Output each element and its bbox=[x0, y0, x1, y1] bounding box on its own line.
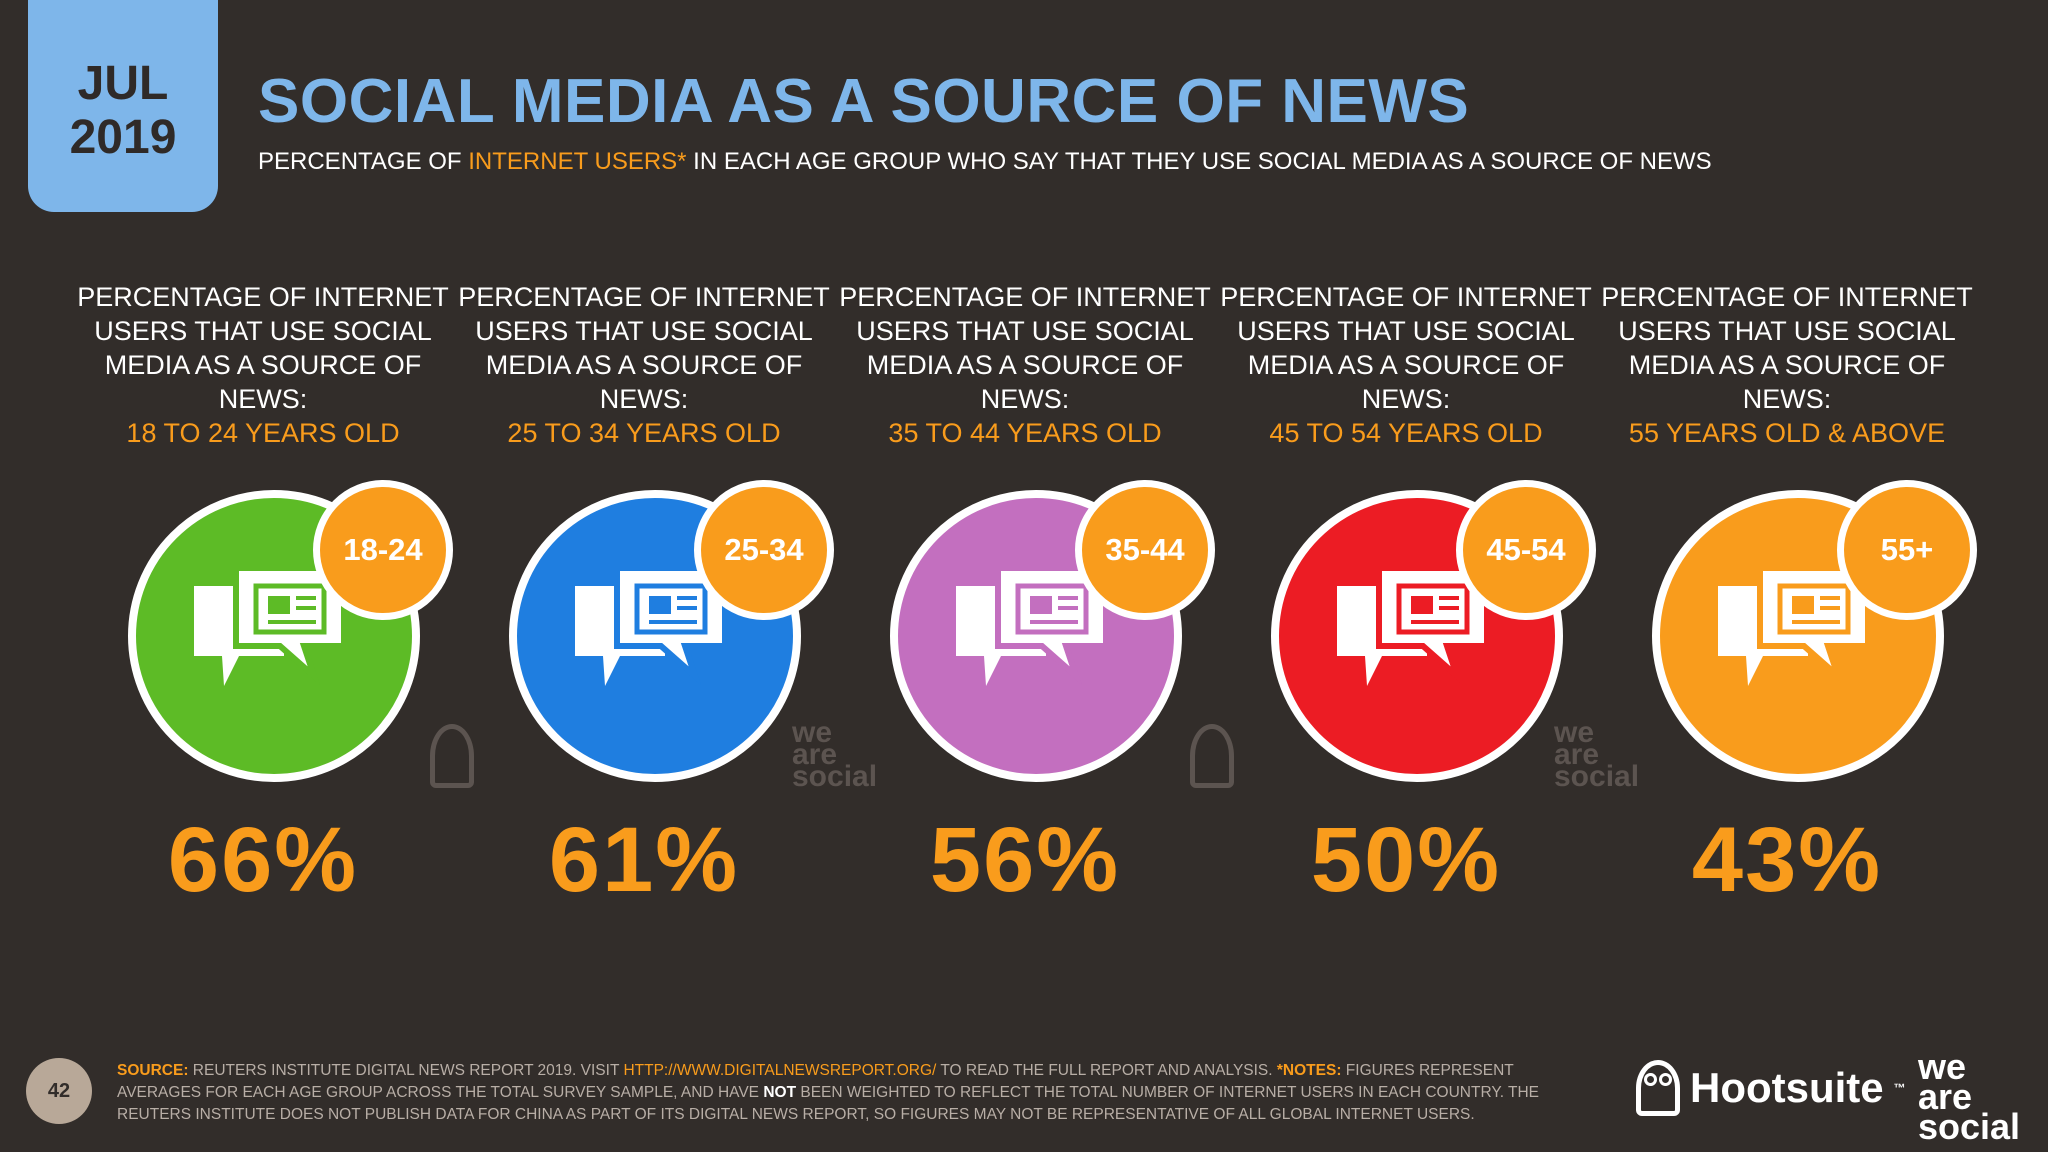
date-month: JUL bbox=[77, 57, 169, 110]
hootsuite-owl-watermark bbox=[430, 724, 474, 788]
group-label-text: PERCENTAGE OF INTERNET USERS THAT USE SO… bbox=[839, 282, 1211, 414]
group-percentage: 50% bbox=[1310, 809, 1502, 911]
report-link[interactable]: HTTP://WWW.DIGITALNEWSREPORT.ORG/ bbox=[623, 1062, 937, 1079]
group-label: PERCENTAGE OF INTERNET USERS THAT USE SO… bbox=[1216, 280, 1596, 450]
age-badge: 55+ bbox=[1837, 480, 1977, 620]
group-percentage: 66% bbox=[167, 809, 359, 911]
group-age-text: 55 YEARS OLD & ABOVE bbox=[1628, 418, 1946, 448]
we-are-social-watermark: we are social bbox=[1554, 716, 1640, 793]
age-group-55-plus: PERCENTAGE OF INTERNET USERS THAT USE SO… bbox=[1597, 280, 1977, 920]
group-label: PERCENTAGE OF INTERNET USERS THAT USE SO… bbox=[835, 280, 1215, 450]
subtitle-post: IN EACH AGE GROUP WHO SAY THAT THEY USE … bbox=[686, 148, 1712, 175]
age-group-35-44: PERCENTAGE OF INTERNET USERS THAT USE SO… bbox=[835, 280, 1215, 920]
group-age-text: 25 TO 34 YEARS OLD bbox=[507, 418, 781, 448]
subtitle-highlight: INTERNET USERS* bbox=[468, 148, 687, 175]
age-badge: 35-44 bbox=[1075, 480, 1215, 620]
page-number: 42 bbox=[26, 1058, 92, 1124]
group-age-text: 45 TO 54 YEARS OLD bbox=[1269, 418, 1543, 448]
group-label-text: PERCENTAGE OF INTERNET USERS THAT USE SO… bbox=[458, 282, 830, 414]
date-tab: JUL 2019 bbox=[28, 0, 218, 212]
age-group-45-54: PERCENTAGE OF INTERNET USERS THAT USE SO… bbox=[1216, 280, 1596, 920]
news-chat-icon bbox=[194, 565, 347, 686]
date-year: 2019 bbox=[69, 111, 177, 164]
we-are-social-logo: we are social bbox=[1918, 1046, 2021, 1147]
we-are-social-watermark: we are social bbox=[792, 716, 878, 793]
group-age-text: 18 TO 24 YEARS OLD bbox=[126, 418, 400, 448]
age-group-25-34: PERCENTAGE OF INTERNET USERS THAT USE SO… bbox=[454, 280, 834, 920]
group-label-text: PERCENTAGE OF INTERNET USERS THAT USE SO… bbox=[1601, 282, 1973, 414]
owl-icon bbox=[1636, 1060, 1680, 1116]
group-age-text: 35 TO 44 YEARS OLD bbox=[888, 418, 1162, 448]
group-label: PERCENTAGE OF INTERNET USERS THAT USE SO… bbox=[1597, 280, 1977, 450]
subtitle-pre: PERCENTAGE OF bbox=[258, 148, 469, 175]
news-chat-icon bbox=[575, 565, 728, 686]
hootsuite-owl-watermark bbox=[1190, 724, 1234, 788]
group-label-text: PERCENTAGE OF INTERNET USERS THAT USE SO… bbox=[77, 282, 449, 414]
hootsuite-logo: Hootsuite ™ bbox=[1636, 1058, 1906, 1118]
group-label: PERCENTAGE OF INTERNET USERS THAT USE SO… bbox=[454, 280, 834, 450]
age-badge: 25-34 bbox=[694, 480, 834, 620]
age-badge: 18-24 bbox=[313, 480, 453, 620]
page-subtitle: PERCENTAGE OF INTERNET USERS* IN EACH AG… bbox=[258, 148, 1712, 176]
source-footnote: SOURCE: REUTERS INSTITUTE DIGITAL NEWS R… bbox=[117, 1062, 1540, 1123]
page-title: SOCIAL MEDIA AS A SOURCE OF NEWS bbox=[258, 67, 1470, 136]
group-label: PERCENTAGE OF INTERNET USERS THAT USE SO… bbox=[73, 280, 453, 450]
group-percentage: 43% bbox=[1691, 809, 1883, 911]
age-group-18-24: PERCENTAGE OF INTERNET USERS THAT USE SO… bbox=[73, 280, 453, 920]
age-badge: 45-54 bbox=[1456, 480, 1596, 620]
age-groups: PERCENTAGE OF INTERNET USERS THAT USE SO… bbox=[0, 280, 2048, 920]
group-label-text: PERCENTAGE OF INTERNET USERS THAT USE SO… bbox=[1220, 282, 1592, 414]
group-percentage: 61% bbox=[548, 809, 740, 911]
group-percentage: 56% bbox=[929, 809, 1121, 911]
